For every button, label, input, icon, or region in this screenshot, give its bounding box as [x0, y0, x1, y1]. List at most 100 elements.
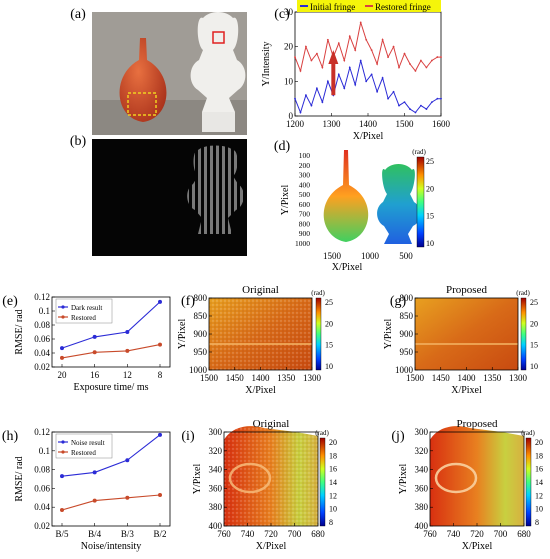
series-point	[420, 59, 422, 62]
series-point	[321, 66, 324, 69]
series-line-1	[61, 344, 161, 359]
y-tick-label: 0.04	[34, 348, 50, 358]
series-marker	[92, 470, 97, 475]
y-tick-label: 1000	[395, 365, 414, 375]
y-tick-label: 30	[284, 7, 294, 17]
series-point	[365, 38, 368, 41]
x-tick-label: 680	[517, 529, 531, 539]
colorbar-tick-label: 15	[325, 341, 333, 350]
series-point	[409, 108, 411, 110]
x-axis-label: Exposure time/ ms	[74, 382, 149, 393]
colorbar-unit: (rad)	[311, 289, 325, 297]
x-tick-label: B/5	[55, 529, 69, 539]
legend-box	[55, 298, 113, 324]
x-tick-label: 720	[264, 529, 278, 539]
series-point	[409, 63, 411, 65]
y-tick-label: 0.1	[39, 446, 50, 456]
panel-label: (b)	[70, 134, 87, 149]
colorbar-tick-label: 14	[329, 478, 337, 487]
y-tick-label: 0.1	[39, 306, 50, 316]
legend-marker	[61, 305, 65, 309]
x-tick-label: 1300	[509, 373, 528, 383]
colorbar-tick-label: 16	[329, 465, 337, 474]
series-point	[381, 76, 384, 79]
x-tick-label: 740	[447, 529, 461, 539]
plot-title: Original	[253, 418, 290, 430]
x-tick-label: 700	[288, 529, 302, 539]
y-tick-label: 500	[299, 190, 311, 199]
colorbar-j	[525, 437, 532, 527]
panel-d	[323, 150, 425, 248]
x-tick-label: 16	[90, 370, 100, 380]
y-tick-label: 380	[209, 502, 223, 512]
y-tick-label: 0.08	[34, 465, 50, 475]
colorbar-tick-label: 16	[535, 465, 543, 474]
series-point	[310, 104, 313, 107]
x-tick-label: 1400	[359, 119, 378, 129]
series-point	[403, 101, 406, 104]
plot-title: Original	[242, 284, 279, 296]
restore-arrow-head	[328, 50, 339, 64]
colorbar-tick-label: 15	[426, 212, 434, 221]
x-tick-label: 760	[217, 529, 231, 539]
y-tick-label: 0.06	[34, 483, 50, 493]
series-point	[392, 90, 395, 93]
series-point	[376, 63, 379, 65]
legend-label: Restored fringe	[375, 2, 431, 12]
x-tick-label: 1200	[286, 119, 305, 129]
colorbar-tick-label: 20	[426, 184, 434, 193]
series-point	[321, 101, 324, 104]
colorbar-unit: (rad)	[521, 429, 535, 437]
x-tick-label: B/4	[88, 529, 102, 539]
bust-3d	[377, 164, 421, 244]
panel-label: (g)	[390, 294, 407, 309]
colorbar-unit: (rad)	[412, 148, 426, 156]
colorbar-tick-label: 12	[535, 491, 543, 500]
series-marker	[158, 299, 162, 304]
colorbar-g	[520, 297, 527, 371]
series-point	[294, 97, 296, 100]
x-tick-label: 740	[241, 529, 255, 539]
series-point	[398, 104, 400, 107]
colorbar-i	[319, 437, 326, 527]
series-point	[403, 52, 406, 55]
y-axis-label: RMSE/ rad	[14, 309, 25, 354]
series-point	[387, 56, 389, 58]
series-point	[359, 21, 362, 24]
series-marker	[125, 348, 130, 353]
y-tick-label: 850	[400, 311, 414, 321]
y-tick-label: 100	[299, 151, 311, 160]
y-tick-label: 360	[415, 483, 429, 493]
series-point	[316, 52, 318, 55]
y-tick-label: 200	[299, 161, 311, 170]
panel-label: (e)	[2, 294, 18, 309]
y-tick-label: 0.12	[34, 292, 50, 302]
series-marker	[158, 492, 162, 497]
series-marker	[60, 355, 64, 360]
y-tick-label: 900	[299, 229, 311, 238]
colorbar-tick-label: 8	[329, 518, 333, 527]
x-tick-label: 760	[423, 529, 437, 539]
series-point	[425, 108, 428, 110]
series-point	[370, 73, 373, 76]
legend-label: Noise result	[71, 439, 105, 447]
series-point	[376, 90, 379, 93]
series-point	[294, 56, 296, 58]
colorbar-tick-label: 20	[530, 319, 538, 328]
series-point	[343, 87, 346, 90]
x-axis-label: X/Pixel	[256, 541, 287, 552]
y-tick-label: 850	[194, 311, 208, 321]
x-tick-label: 1600	[432, 119, 451, 129]
plot-frame-e	[51, 296, 171, 368]
legend-marker	[61, 450, 65, 454]
colorbar-tick-label: 10	[329, 505, 337, 514]
y-tick-label: 0.02	[34, 521, 50, 531]
panel-label: (a)	[70, 7, 86, 22]
series-point	[316, 87, 318, 90]
panel-label: (j)	[391, 429, 405, 444]
series-point	[359, 59, 362, 62]
y-tick-label: 340	[415, 465, 429, 475]
series-point	[343, 59, 346, 62]
legend-marker	[61, 440, 65, 444]
series-point	[440, 97, 442, 100]
